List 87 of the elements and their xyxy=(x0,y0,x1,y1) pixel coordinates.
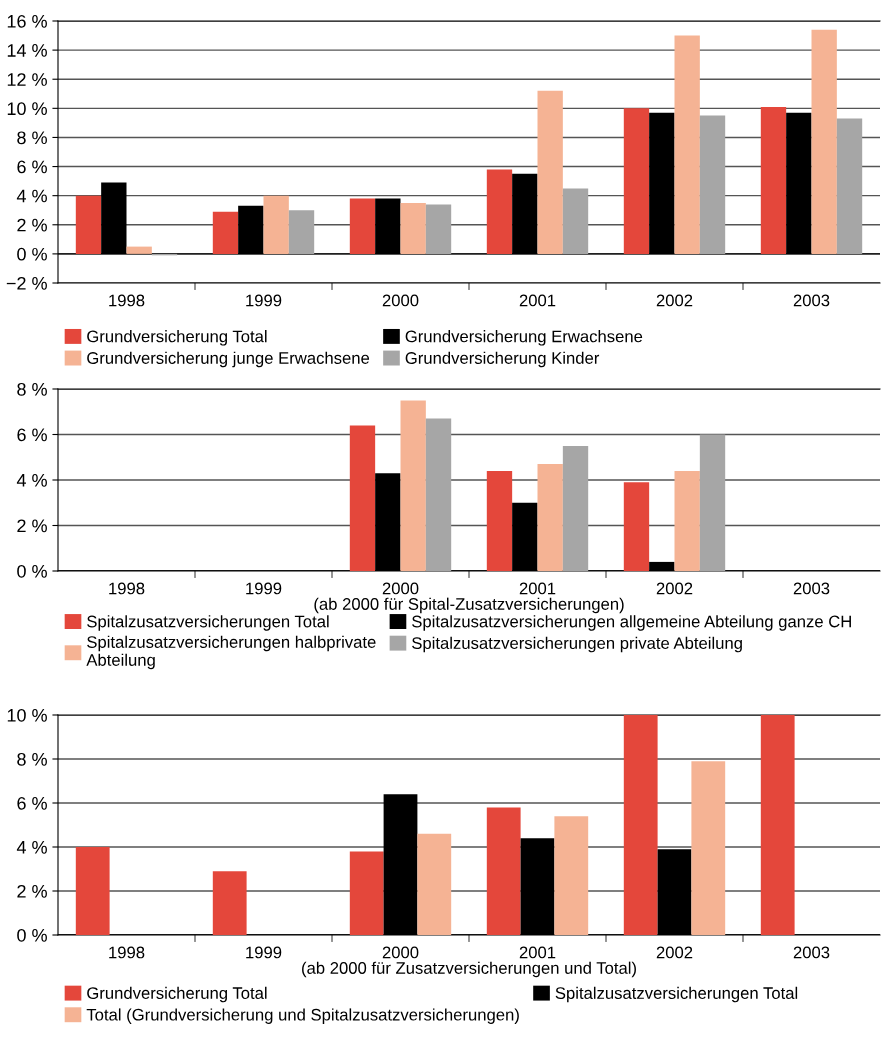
bar xyxy=(760,715,795,935)
y-tick-label: 4 % xyxy=(16,841,47,854)
legend-label: Spitalzusatzversicherungen Total xyxy=(87,615,329,631)
x-tick-label: 2002 xyxy=(656,294,693,307)
bar xyxy=(537,464,563,571)
x-tick-label: 2002 xyxy=(656,946,693,959)
y-tick-label: 6 % xyxy=(17,428,47,442)
y-tick-label: 0 % xyxy=(17,247,47,261)
y-tick-label: 8 % xyxy=(17,131,47,145)
x-tick-label: 2000 xyxy=(382,946,419,959)
x-tick-label: 2002 xyxy=(656,582,693,595)
legend-label: Spitalzusatzversicherungen allgemeine Abteilung ganze CH xyxy=(412,615,851,631)
x-axis-title: (ab 2000 für Spital-Zusatzversicherungen) xyxy=(314,597,624,614)
bar xyxy=(760,106,787,254)
y-tick-label: 12 % xyxy=(7,73,47,86)
bar xyxy=(288,210,315,254)
y-tick-label: 0 % xyxy=(17,564,47,578)
bar xyxy=(400,400,426,571)
bar xyxy=(126,246,152,254)
y-tick-label: 8 % xyxy=(17,752,47,766)
bar xyxy=(349,198,376,254)
y-tick-label: 2 % xyxy=(17,884,47,898)
y-tick-label: 6 % xyxy=(17,796,47,810)
bar xyxy=(349,425,376,571)
y-tick-label: −2 % xyxy=(6,276,47,290)
bar xyxy=(417,833,452,935)
bar xyxy=(554,816,589,935)
y-tick-label: 6 % xyxy=(17,160,47,174)
y-tick-label: 2 % xyxy=(17,519,47,533)
legend-label: Spitalzusatzversicherungen halbprivate Abteilung xyxy=(86,635,376,670)
bar xyxy=(263,195,289,254)
bar xyxy=(75,195,102,254)
legend-label: Grundversicherung Erwachsene xyxy=(405,330,643,346)
bar xyxy=(212,211,239,254)
x-tick-label: 1999 xyxy=(246,946,282,959)
x-tick-label: 1999 xyxy=(246,294,282,307)
x-tick-label: 1998 xyxy=(109,946,145,959)
bar xyxy=(425,204,452,254)
y-tick-label: 8 % xyxy=(17,382,47,396)
bar xyxy=(811,29,837,254)
bar xyxy=(691,761,726,935)
y-tick-label: 4 % xyxy=(16,474,47,487)
y-tick-label: 0 % xyxy=(17,928,47,942)
legend-label: Spitalzusatzversicherungen private Abteilung xyxy=(412,636,742,653)
bar xyxy=(836,118,863,254)
x-tick-label: 2001 xyxy=(519,582,556,595)
x-tick-label: 2003 xyxy=(793,294,830,307)
bar xyxy=(623,482,650,571)
bar xyxy=(75,847,110,935)
bar xyxy=(425,418,452,571)
bar xyxy=(623,108,650,254)
bar xyxy=(674,35,700,254)
legend-label: Grundversicherung Total xyxy=(87,986,267,1003)
bar xyxy=(699,434,726,571)
legend-label: Grundversicherung Kinder xyxy=(405,351,600,368)
x-axis-title: (ab 2000 für Zusatzversicherungen und Total) xyxy=(302,961,636,978)
legend-label: Total (Grundversicherung und Spitalzusatzversicherungen) xyxy=(86,1008,519,1024)
y-tick-label: 2 % xyxy=(17,218,47,232)
bar xyxy=(400,202,426,254)
x-tick-label: 1999 xyxy=(246,582,282,595)
bar xyxy=(562,445,589,571)
y-tick-label: 10 % xyxy=(7,708,47,722)
y-tick-label: 4 % xyxy=(16,189,47,203)
bar xyxy=(349,851,384,935)
bar xyxy=(537,90,563,254)
x-tick-label: 2003 xyxy=(793,582,830,595)
bar xyxy=(674,470,700,571)
y-tick-label: 14 % xyxy=(7,44,47,57)
x-tick-label: 1998 xyxy=(109,294,145,307)
x-tick-label: 1998 xyxy=(109,582,145,595)
bar xyxy=(486,470,513,571)
x-tick-label: 2001 xyxy=(519,294,556,307)
legend-label: Grundversicherung junge Erwachsene xyxy=(87,351,370,368)
legend-label: Grundversicherung Total xyxy=(87,330,267,346)
bar xyxy=(486,169,513,254)
bar xyxy=(486,807,521,935)
legend-label: Spitalzusatzversicherungen Total xyxy=(555,986,798,1003)
bar xyxy=(212,871,247,935)
bar xyxy=(562,188,589,254)
bar xyxy=(623,715,658,935)
x-tick-label: 2003 xyxy=(793,946,830,959)
x-tick-label: 2001 xyxy=(519,946,556,959)
y-tick-label: 16 % xyxy=(7,14,47,28)
x-tick-label: 2000 xyxy=(382,582,419,595)
y-tick-label: 10 % xyxy=(7,102,47,116)
x-tick-label: 2000 xyxy=(382,294,419,307)
bar xyxy=(699,115,726,254)
